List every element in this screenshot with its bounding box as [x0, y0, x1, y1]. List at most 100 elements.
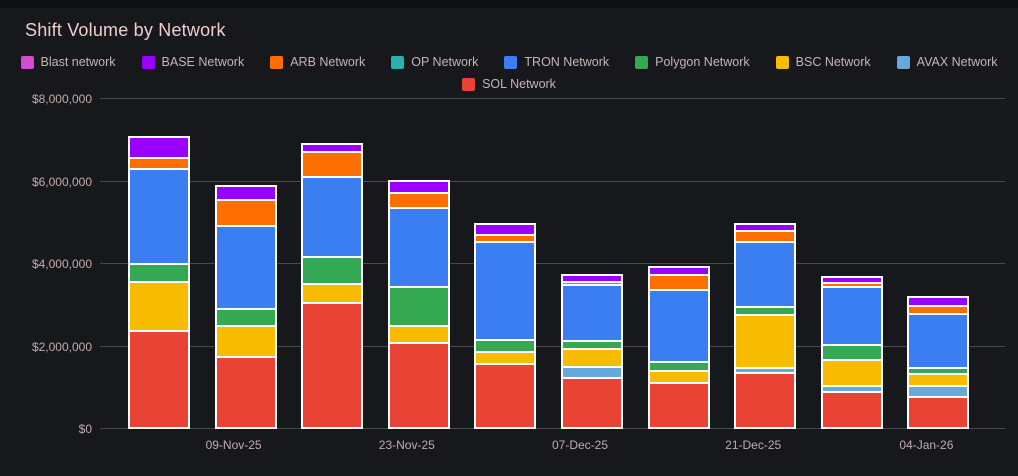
- bar-segment-arb-network[interactable]: [822, 281, 881, 286]
- bar-segment-tron-network[interactable]: [909, 312, 968, 368]
- bar-segment-tron-network[interactable]: [303, 176, 362, 257]
- chart-title: Shift Volume by Network: [25, 20, 226, 40]
- bar-segment-polygon-network[interactable]: [649, 361, 708, 371]
- bar-segment-tron-network[interactable]: [216, 224, 275, 309]
- bar-segment-bsc-network[interactable]: [649, 370, 708, 382]
- x-tick-label-04-jan-26: 04-Jan-26: [899, 438, 954, 452]
- legend-row-1: Blast network BASE Network ARB Network OP N…: [0, 55, 1018, 69]
- bar-segment-arb-network[interactable]: [736, 230, 795, 241]
- bar-segment-tron-network[interactable]: [736, 240, 795, 306]
- bar-segment-tron-network[interactable]: [476, 241, 535, 339]
- bar-segment-base-network[interactable]: [476, 225, 535, 234]
- bar-6[interactable]: [561, 274, 623, 429]
- bar-segment-bsc-network[interactable]: [303, 283, 362, 303]
- bar-segment-bsc-network[interactable]: [130, 281, 188, 331]
- bar-segment-arb-network[interactable]: [389, 192, 448, 208]
- bar-segment-bsc-network[interactable]: [216, 324, 275, 357]
- bar-segment-polygon-network[interactable]: [736, 305, 795, 314]
- bar-segment-polygon-network[interactable]: [822, 343, 881, 359]
- bar-segment-sol-network[interactable]: [389, 341, 448, 427]
- bar-segment-avax-network[interactable]: [909, 385, 968, 396]
- bar-segment-bsc-network[interactable]: [389, 324, 448, 342]
- bar-segment-sol-network[interactable]: [303, 302, 362, 427]
- bar-segment-polygon-network[interactable]: [303, 256, 362, 284]
- bar-segment-avax-network[interactable]: [563, 365, 621, 378]
- bar-segment-polygon-network[interactable]: [563, 339, 621, 348]
- bar-segment-polygon-network[interactable]: [216, 308, 275, 325]
- bar-segment-base-network[interactable]: [130, 138, 188, 157]
- bar-7[interactable]: [647, 266, 710, 429]
- bar-segment-sol-network[interactable]: [216, 356, 275, 427]
- bar-segment-sol-network[interactable]: [130, 330, 188, 427]
- bar-segment-base-network[interactable]: [736, 224, 795, 231]
- bar-4[interactable]: [387, 180, 450, 429]
- bar-segment-base-network[interactable]: [216, 187, 275, 199]
- bar-segment-tron-network[interactable]: [563, 284, 621, 340]
- bar-segment-sol-network[interactable]: [563, 377, 621, 427]
- gridline-0: [100, 428, 1005, 429]
- plot-area: [100, 98, 1005, 429]
- bar-segment-bsc-network[interactable]: [909, 372, 968, 386]
- x-tick-label-21-dec-25: 21-Dec-25: [725, 438, 782, 452]
- legend-item-avax-network[interactable]: AVAX Network: [896, 55, 997, 69]
- legend-swatch-avax-network: [896, 55, 910, 69]
- legend-label: Blast network: [40, 55, 116, 69]
- legend-label: BASE Network: [161, 55, 245, 69]
- bar-segment-bsc-network[interactable]: [736, 313, 795, 367]
- legend-label: BSC Network: [795, 55, 871, 69]
- legend-item-bsc-network[interactable]: BSC Network: [775, 55, 871, 69]
- bar-segment-bsc-network[interactable]: [476, 350, 535, 364]
- bar-10[interactable]: [907, 296, 970, 429]
- bar-8[interactable]: [734, 222, 797, 429]
- bar-1[interactable]: [128, 136, 190, 429]
- bar-segment-bsc-network[interactable]: [563, 347, 621, 366]
- legend-label: Polygon Network: [655, 55, 750, 69]
- bar-segment-polygon-network[interactable]: [909, 367, 968, 373]
- legend-item-op-network[interactable]: OP Network: [391, 55, 478, 69]
- bar-segment-tron-network[interactable]: [822, 285, 881, 344]
- bar-segment-base-network[interactable]: [822, 277, 881, 282]
- bar-segment-arb-network[interactable]: [130, 156, 188, 168]
- bar-segment-avax-network[interactable]: [736, 366, 795, 372]
- legend-item-blast-network[interactable]: Blast network: [20, 55, 116, 69]
- bar-segment-bsc-network[interactable]: [822, 358, 881, 385]
- legend-item-arb-network[interactable]: ARB Network: [270, 55, 365, 69]
- bar-segment-sol-network[interactable]: [476, 363, 535, 427]
- y-tick-label-6000000: $6,000,000: [31, 174, 92, 189]
- bar-9[interactable]: [820, 275, 883, 429]
- bar-segment-base-network[interactable]: [649, 268, 708, 274]
- bar-2[interactable]: [214, 185, 277, 429]
- bar-3[interactable]: [301, 143, 364, 429]
- bar-segment-arb-network[interactable]: [476, 233, 535, 242]
- bar-segment-arb-network[interactable]: [563, 280, 621, 285]
- legend-item-tron-network[interactable]: TRON Network: [504, 55, 609, 69]
- bar-segment-arb-network[interactable]: [216, 198, 275, 225]
- legend-item-polygon-network[interactable]: Polygon Network: [635, 55, 750, 69]
- bar-segment-tron-network[interactable]: [130, 167, 188, 263]
- bar-segment-sol-network[interactable]: [736, 371, 795, 427]
- bar-segment-sol-network[interactable]: [909, 395, 968, 427]
- bar-segment-arb-network[interactable]: [909, 305, 968, 313]
- bar-segment-base-network[interactable]: [303, 145, 362, 152]
- legend-item-base-network[interactable]: BASE Network: [141, 55, 245, 69]
- bar-segment-tron-network[interactable]: [389, 207, 448, 287]
- bar-segment-polygon-network[interactable]: [389, 286, 448, 325]
- bar-segment-polygon-network[interactable]: [476, 338, 535, 351]
- bar-segment-polygon-network[interactable]: [130, 262, 188, 282]
- bar-segment-base-network[interactable]: [909, 298, 968, 306]
- gridline-8000000: [100, 98, 1005, 99]
- bar-segment-base-network[interactable]: [563, 276, 621, 281]
- bar-segment-sol-network[interactable]: [822, 391, 881, 427]
- bar-segment-base-network[interactable]: [389, 182, 448, 193]
- y-tick-label-0: $0: [78, 422, 92, 436]
- gridline-6000000: [100, 180, 1005, 182]
- bar-segment-avax-network[interactable]: [822, 384, 881, 392]
- legend-item-sol-network[interactable]: SOL Network: [462, 77, 556, 91]
- bar-segment-sol-network[interactable]: [649, 382, 708, 427]
- bar-segment-arb-network[interactable]: [649, 273, 708, 289]
- legend-label: ARB Network: [290, 55, 366, 69]
- bar-5[interactable]: [474, 223, 537, 429]
- x-tick-label-23-nov-25: 23-Nov-25: [378, 438, 435, 452]
- bar-segment-tron-network[interactable]: [649, 288, 708, 362]
- bar-segment-arb-network[interactable]: [303, 151, 362, 177]
